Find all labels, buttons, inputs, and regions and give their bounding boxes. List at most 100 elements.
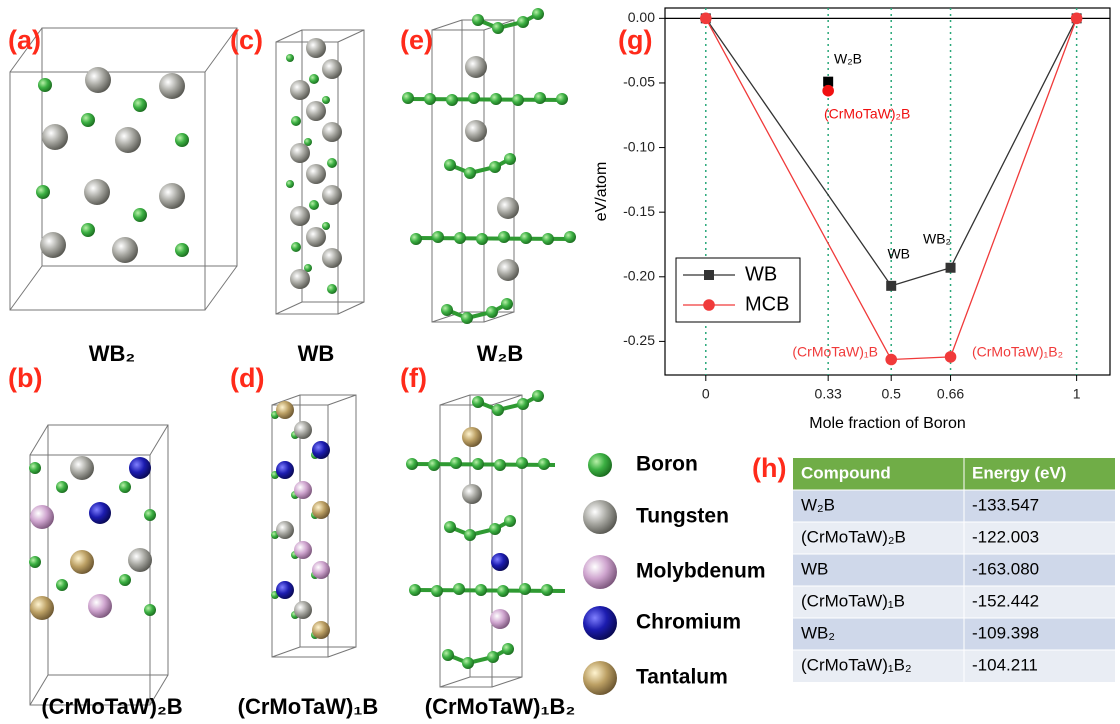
atom bbox=[446, 94, 458, 106]
atom bbox=[462, 427, 482, 447]
cell-edge bbox=[328, 395, 356, 405]
atom bbox=[290, 269, 310, 289]
table-header: Energy (eV) bbox=[972, 463, 1066, 482]
y-tick-label: -0.20 bbox=[623, 267, 655, 283]
atom bbox=[502, 643, 514, 655]
atom bbox=[444, 521, 456, 533]
atom bbox=[133, 98, 147, 112]
atom bbox=[286, 54, 294, 62]
table-row-bg bbox=[793, 618, 1115, 650]
legend-sphere bbox=[583, 555, 617, 589]
atom bbox=[30, 596, 54, 620]
y-tick-label: -0.25 bbox=[623, 332, 655, 348]
cell-edge bbox=[338, 302, 364, 314]
atom bbox=[487, 651, 499, 663]
atom bbox=[312, 441, 330, 459]
cell-edge bbox=[42, 28, 237, 266]
table-cell: (CrMoTaW)₁B bbox=[801, 591, 905, 610]
atom bbox=[532, 390, 544, 402]
atom bbox=[70, 456, 94, 480]
atom bbox=[516, 457, 528, 469]
atom bbox=[492, 22, 504, 34]
y-tick-label: -0.15 bbox=[623, 203, 655, 219]
table-cell: WB₂ bbox=[801, 623, 835, 642]
cell-edge bbox=[338, 30, 364, 42]
panel-label: (d) bbox=[230, 363, 264, 393]
point-label: WB bbox=[887, 246, 910, 262]
legend-label: Molybdenum bbox=[636, 560, 766, 583]
point-label: WB₂ bbox=[923, 231, 951, 247]
atom bbox=[286, 180, 294, 188]
atom bbox=[119, 481, 131, 493]
atom bbox=[406, 458, 418, 470]
atom bbox=[538, 458, 550, 470]
atom bbox=[290, 206, 310, 226]
atom bbox=[306, 164, 326, 184]
atom bbox=[410, 233, 422, 245]
atom bbox=[327, 158, 337, 168]
caption: WB bbox=[298, 341, 335, 366]
atom bbox=[112, 237, 138, 263]
atom bbox=[517, 16, 529, 28]
atom bbox=[492, 404, 504, 416]
atom bbox=[441, 304, 453, 316]
atom bbox=[424, 93, 436, 105]
table-row-bg bbox=[793, 554, 1115, 586]
bond bbox=[450, 521, 510, 535]
atom bbox=[276, 461, 294, 479]
atom bbox=[70, 550, 94, 574]
atom bbox=[309, 74, 319, 84]
atom bbox=[119, 574, 131, 586]
atom bbox=[465, 56, 487, 78]
atom bbox=[276, 521, 294, 539]
x-tick-label: 0.5 bbox=[881, 386, 901, 402]
atom bbox=[38, 78, 52, 92]
cell-edge bbox=[328, 647, 356, 657]
legend-sphere bbox=[588, 453, 612, 477]
marker bbox=[700, 13, 712, 25]
marker bbox=[946, 263, 956, 273]
legend-label: Tantalum bbox=[636, 666, 728, 689]
legend-label: Boron bbox=[636, 453, 698, 476]
atom bbox=[442, 649, 454, 661]
atom bbox=[444, 159, 456, 171]
cell-edge bbox=[440, 405, 492, 687]
table-cell: (CrMoTaW)₂B bbox=[801, 527, 906, 546]
figure: Boron Tungsten Molybdenum Chromium Tanta… bbox=[0, 0, 1120, 724]
bond bbox=[478, 14, 538, 28]
atom bbox=[464, 167, 476, 179]
point-label: (CrMoTaW)₁B₂ bbox=[972, 344, 1063, 360]
atom bbox=[322, 96, 330, 104]
caption: (CrMoTaW)₂B bbox=[41, 694, 182, 719]
legend-sphere bbox=[583, 500, 617, 534]
atom bbox=[115, 127, 141, 153]
atom bbox=[30, 505, 54, 529]
atom bbox=[476, 233, 488, 245]
cell-edge bbox=[276, 302, 302, 314]
table-cell: -163.080 bbox=[972, 559, 1039, 578]
cell-edge bbox=[492, 677, 522, 687]
legend-label: MCB bbox=[745, 293, 789, 315]
panel-label: (b) bbox=[8, 363, 42, 393]
atom bbox=[312, 561, 330, 579]
atom bbox=[501, 298, 513, 310]
cell-edge bbox=[150, 425, 168, 455]
legend-sphere bbox=[583, 661, 617, 695]
caption: WB₂ bbox=[89, 341, 135, 366]
page: {"panel_labels": ["(a)", "(b)", "(c)", "… bbox=[0, 0, 1120, 724]
panel-label: (c) bbox=[230, 25, 263, 55]
table-cell: W₂B bbox=[801, 495, 835, 514]
atom bbox=[432, 231, 444, 243]
point-label: (CrMoTaW)₂B bbox=[824, 106, 910, 122]
atom bbox=[312, 501, 330, 519]
atom bbox=[144, 604, 156, 616]
atom bbox=[29, 556, 41, 568]
panel-label: (h) bbox=[752, 453, 786, 483]
atom bbox=[159, 73, 185, 99]
atom bbox=[541, 584, 553, 596]
atom bbox=[504, 515, 516, 527]
atom bbox=[81, 223, 95, 237]
atom bbox=[472, 396, 484, 408]
